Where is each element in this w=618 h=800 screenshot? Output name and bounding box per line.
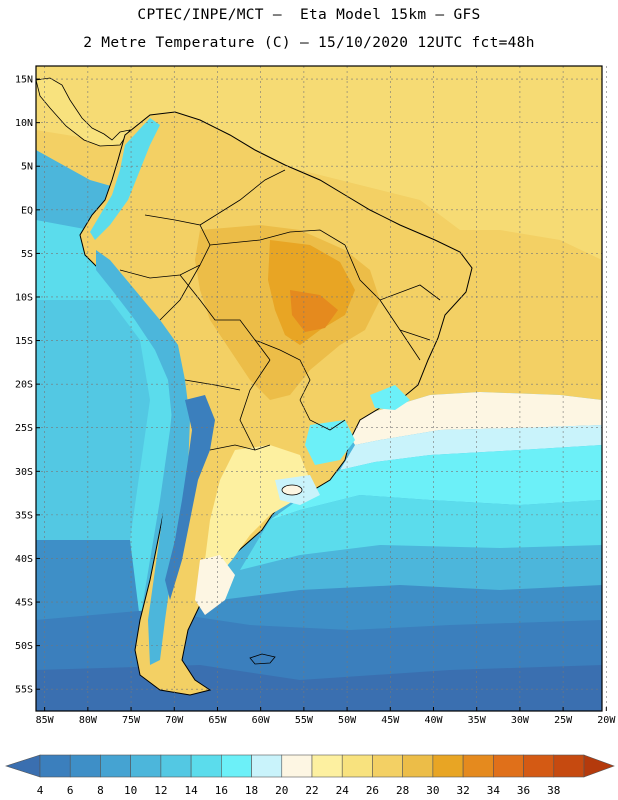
lon-tick-label: 20W — [597, 715, 616, 726]
colorbar-swatch — [372, 754, 403, 778]
lat-tick-label: 25S — [15, 423, 33, 434]
colorbar-swatch — [39, 754, 71, 778]
colorbar-swatch — [462, 754, 494, 778]
latitude-axis: 15N 10N 5N EQ 5S 10S 15S 20S 25S 30S 35S 40S 45S 50S 5… — [15, 75, 40, 696]
ocean-band-22 — [340, 392, 602, 445]
lat-tick-label: 45S — [15, 598, 33, 609]
lon-tick-label: 50W — [338, 715, 357, 726]
colorbar-swatch — [553, 754, 585, 778]
lon-tick-label: 25W — [554, 715, 573, 726]
lon-tick-label: 65W — [208, 715, 227, 726]
lat-tick-label: 20S — [15, 380, 33, 391]
lon-tick-label: 75W — [122, 715, 141, 726]
lat-tick-label: 15N — [15, 75, 33, 86]
lat-tick-label: 50S — [15, 641, 33, 652]
colorbar-low-arrow — [5, 754, 41, 778]
pacific-band-14 — [36, 300, 150, 540]
colorbar-label: 34 — [487, 784, 501, 797]
lon-tick-label: 55W — [295, 715, 314, 726]
colorbar-label: 20 — [275, 784, 288, 797]
colorbar-swatch — [402, 754, 434, 778]
lat-tick-label: 40S — [15, 554, 33, 565]
colorbar-high-arrow — [583, 754, 615, 778]
lat-tick-label: 10N — [15, 118, 33, 129]
temperature-colorbar: 4 6 8 10 12 14 16 18 20 22 24 26 28 30 32 34 36 38 — [5, 754, 615, 797]
lon-tick-label: 30W — [511, 715, 530, 726]
lat-tick-label: 5S — [21, 249, 33, 260]
colorbar-label: 32 — [456, 784, 469, 797]
colorbar-label: 8 — [97, 784, 104, 797]
colorbar-label: 4 — [37, 784, 44, 797]
andes-high — [165, 395, 215, 600]
colorbar-swatch — [100, 754, 131, 778]
lat-tick-label: 35S — [15, 510, 33, 521]
colorbar-swatch — [341, 754, 373, 778]
lon-tick-label: 70W — [165, 715, 184, 726]
colorbar-label: 38 — [547, 784, 560, 797]
colorbar-swatch — [523, 754, 555, 778]
colorbar-label: 6 — [67, 784, 74, 797]
map-frame — [35, 65, 603, 712]
colorbar-swatch — [160, 754, 192, 778]
lat-tick-label: 15S — [15, 336, 33, 347]
colorbar-label: 12 — [154, 784, 167, 797]
chart-title-line2: 2 Metre Temperature (C) – 15/10/2020 12U… — [83, 35, 535, 51]
colorbar-swatch — [69, 754, 101, 778]
lon-tick-label: 60W — [252, 715, 271, 726]
colorbar-label: 30 — [426, 784, 439, 797]
hot-region-32 — [268, 240, 355, 345]
lat-tick-label: 10S — [15, 292, 33, 303]
colorbar-label: 18 — [245, 784, 258, 797]
lat-tick-label: EQ — [21, 205, 33, 216]
lon-tick-label: 45W — [381, 715, 400, 726]
patagonia-band-22 — [195, 555, 235, 615]
lon-tick-label: 40W — [424, 715, 443, 726]
andes-north — [90, 118, 160, 240]
ocean-band-16 — [240, 495, 602, 570]
colorbar-label: 24 — [336, 784, 350, 797]
central-america — [36, 77, 131, 147]
southeast-coast-cool — [305, 420, 355, 465]
colorbar-label: 22 — [305, 784, 318, 797]
colorbar-label: 28 — [396, 784, 409, 797]
lat-tick-label: 30S — [15, 467, 33, 478]
country-borders — [119, 169, 441, 451]
longitude-axis: 85W 80W 75W 70W 65W 60W 55W 50W 45W 40W 35W 30W 25W 2… — [36, 707, 616, 726]
lon-tick-label: 35W — [468, 715, 487, 726]
falkland-islands — [249, 653, 276, 665]
colorbar-swatch — [311, 754, 343, 778]
colorbar-swatch — [281, 754, 313, 778]
hot-region-34 — [290, 290, 338, 332]
colorbar-swatch — [190, 754, 222, 778]
colorbar-label: 36 — [517, 784, 530, 797]
andes-central — [96, 250, 190, 665]
lat-tick-label: 5N — [21, 162, 33, 173]
colorbar-label: 16 — [215, 784, 228, 797]
colorbar-swatch — [251, 754, 283, 778]
colorbar-label: 10 — [124, 784, 137, 797]
lon-tick-label: 85W — [36, 715, 55, 726]
colorbar-label: 14 — [184, 784, 198, 797]
colorbar-swatch — [130, 754, 162, 778]
lagoon — [281, 484, 303, 496]
ocean-band-18 — [270, 445, 602, 520]
colorbar-swatch — [493, 754, 524, 778]
chart-title-line1: CPTEC/INPE/MCT – Eta Model 15km – GFS — [137, 7, 481, 23]
colorbar-swatch — [432, 754, 464, 778]
ocean-band-20 — [340, 425, 602, 470]
colorbar-label: 26 — [366, 784, 379, 797]
map-gridlines — [36, 66, 607, 711]
colorbar-swatch — [221, 754, 252, 778]
temperature-field — [36, 66, 602, 711]
lon-tick-label: 80W — [79, 715, 98, 726]
lat-tick-label: 55S — [15, 685, 33, 696]
